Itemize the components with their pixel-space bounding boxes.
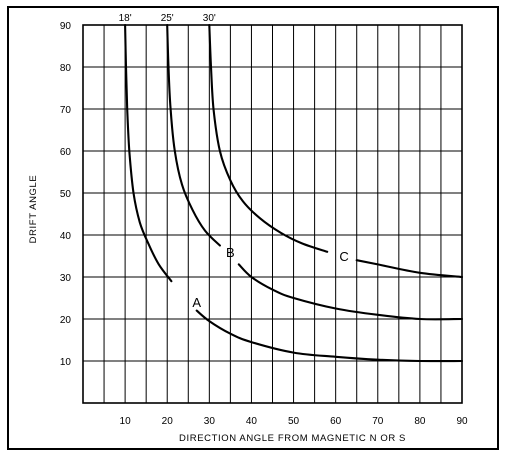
x-tick-label: 50: [288, 416, 300, 427]
curve-c: [208, 23, 329, 253]
x-tick-label: 80: [414, 416, 426, 427]
y-tick-label: 50: [60, 189, 72, 200]
curve-a: [195, 309, 464, 363]
x-axis-title: DIRECTION ANGLE FROM MAGNETIC N OR S: [179, 433, 406, 444]
top-label: 18': [119, 13, 132, 24]
curve-b: [237, 263, 464, 321]
curve-b: [166, 23, 221, 247]
y-axis-title: DRIFT ANGLE: [28, 175, 39, 244]
labels: 10 20 30 40 50 60 70 80 90 10 20 30 40 50 60 70 80 90 18' 2…: [28, 13, 468, 444]
x-tick-label: 60: [330, 416, 342, 427]
chart-frame: [7, 6, 499, 450]
grid: [83, 25, 462, 403]
y-tick-label: 20: [60, 315, 72, 326]
top-label: 25': [161, 13, 174, 24]
plot-border: [82, 24, 463, 404]
x-tick-label: 10: [120, 416, 132, 427]
y-tick-label: 40: [60, 231, 72, 242]
y-tick-label: 70: [60, 105, 72, 116]
curve-label-c: C: [339, 249, 348, 264]
y-tick-label: 80: [60, 63, 72, 74]
y-tick-label: 30: [60, 273, 72, 284]
curve-label-a: A: [192, 295, 201, 310]
x-tick-label: 20: [162, 416, 174, 427]
y-tick-label: 10: [60, 357, 72, 368]
x-tick-label: 90: [456, 416, 468, 427]
x-tick-label: 70: [372, 416, 384, 427]
y-tick-label: 60: [60, 147, 72, 158]
x-tick-label: 40: [246, 416, 258, 427]
axes: [82, 24, 463, 404]
top-label: 30': [203, 13, 216, 24]
curve-a: [124, 23, 173, 283]
y-tick-label: 90: [60, 21, 72, 32]
curve-c: [355, 259, 464, 279]
series: [124, 23, 464, 363]
x-tick-label: 30: [204, 416, 216, 427]
curve-label-b: B: [226, 245, 235, 260]
